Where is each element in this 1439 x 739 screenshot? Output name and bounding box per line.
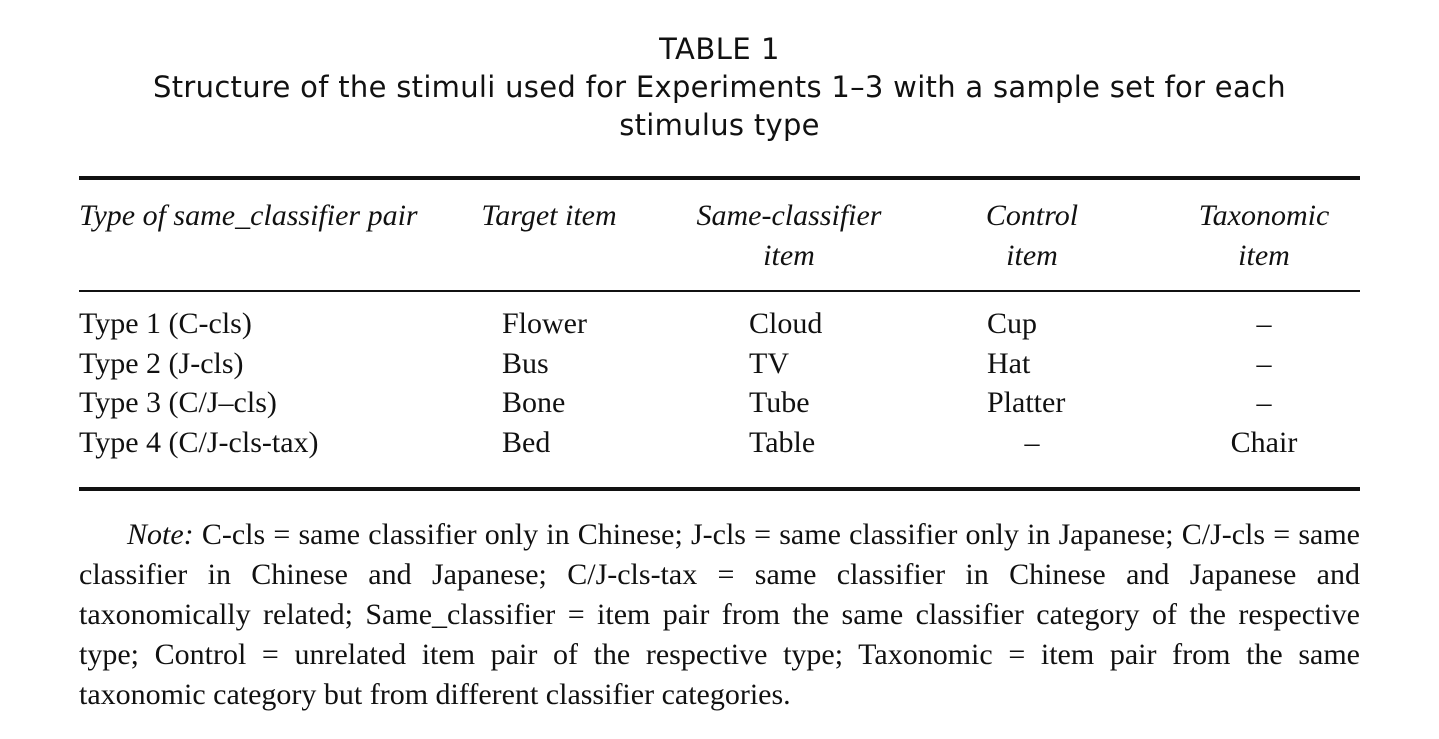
- cell-control: Hat: [987, 346, 1031, 380]
- table-label: TABLE 1: [659, 32, 780, 66]
- cell-taxonomic: –: [1256, 307, 1272, 340]
- cell-type: Type 1 (C-cls): [79, 307, 252, 340]
- table-row: Type 3 (C/J–cls) Bone Tube Platter –: [79, 383, 1360, 423]
- cell-taxonomic: –: [1256, 346, 1272, 380]
- header-same-classifier-item: Same-classifier item: [696, 199, 882, 272]
- table-bottom-rule: [79, 487, 1360, 491]
- table-header-rule: [79, 290, 1360, 292]
- cell-type: Type 2 (J-cls): [79, 346, 244, 380]
- cell-type: Type 4 (C/J-cls-tax): [79, 426, 319, 460]
- table-title: Structure of the stimuli used for Experi…: [153, 70, 1286, 142]
- cell-same-classifier: Table: [749, 426, 816, 460]
- cell-target: Bus: [502, 346, 549, 380]
- table-row: Type 1 (C-cls) Flower Cloud Cup –: [79, 304, 1360, 344]
- cell-type: Type 3 (C/J–cls): [79, 386, 277, 420]
- table-top-rule: [79, 176, 1360, 180]
- table-note: Note: C-cls = same classifier only in Ch…: [79, 515, 1360, 715]
- header-target-item: Target item: [481, 199, 617, 232]
- header-control-item: Control item: [985, 199, 1079, 272]
- note-text: C-cls = same classifier only in Chinese;…: [79, 518, 1360, 711]
- cell-same-classifier: TV: [749, 346, 789, 380]
- cell-taxonomic: –: [1256, 386, 1272, 420]
- table-caption: TABLE 1 Structure of the stimuli used fo…: [0, 30, 1439, 144]
- table-row: Type 4 (C/J-cls-tax) Bed Table – Chair: [79, 423, 1360, 463]
- table-row: Type 2 (J-cls) Bus TV Hat –: [79, 344, 1360, 384]
- note-label: Note:: [127, 518, 194, 551]
- cell-target: Flower: [502, 307, 587, 340]
- cell-control: Platter: [987, 386, 1066, 420]
- cell-control: Cup: [987, 307, 1038, 340]
- header-taxonomic-item: Taxonomic item: [1198, 199, 1330, 272]
- table-body: Type 1 (C-cls) Flower Cloud Cup – Type 2…: [79, 304, 1360, 463]
- cell-control: –: [1024, 426, 1040, 460]
- cell-same-classifier: Cloud: [749, 307, 823, 340]
- cell-taxonomic: Chair: [1230, 426, 1298, 460]
- cell-same-classifier: Tube: [749, 386, 810, 420]
- cell-target: Bed: [502, 426, 551, 460]
- header-type: Type of same_classifier pair: [79, 199, 418, 232]
- cell-target: Bone: [502, 386, 566, 420]
